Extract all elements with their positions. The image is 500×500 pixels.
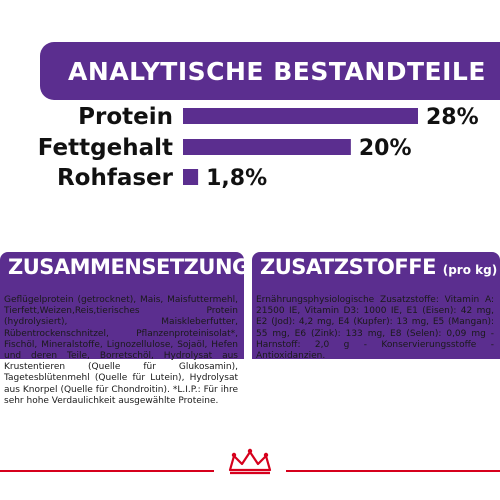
category-label-protein: Protein [78, 104, 173, 130]
additives-header-box [252, 252, 500, 359]
composition-header-box [0, 252, 244, 359]
footer-line-left [0, 470, 214, 472]
page-title: ANALYTISCHE BESTANDTEILE [68, 56, 486, 86]
category-label-rohfaser: Rohfaser [57, 165, 174, 191]
composition-text: Geflügelprotein (getrocknet), Mais, Mais… [4, 295, 238, 406]
nutrient-bar-chart: Protein 28% Fettgehalt 20% Rohfaser 1,8% [38, 104, 479, 191]
category-label-fettgehalt: Fettgehalt [38, 135, 173, 161]
value-label-rohfaser: 1,8% [206, 166, 267, 191]
bar-rohfaser [183, 169, 199, 185]
bar-fettgehalt [183, 139, 351, 155]
footer-line-right [286, 470, 500, 472]
value-label-fettgehalt: 20% [359, 136, 412, 161]
additives-title: ZUSATZSTOFFE (pro kg) [260, 255, 497, 279]
additives-title-text: ZUSATZSTOFFE [260, 255, 436, 279]
additives-text: Ernährungsphysiologische Zusatzstoffe: V… [256, 295, 494, 362]
composition-title: ZUSAMMENSETZUNG [8, 255, 249, 279]
value-label-protein: 28% [426, 105, 479, 130]
crown-icon [228, 448, 272, 475]
bar-protein [183, 108, 418, 124]
additives-title-suffix: (pro kg) [442, 263, 498, 277]
section-banner: ANALYTISCHE BESTANDTEILE [40, 42, 500, 100]
